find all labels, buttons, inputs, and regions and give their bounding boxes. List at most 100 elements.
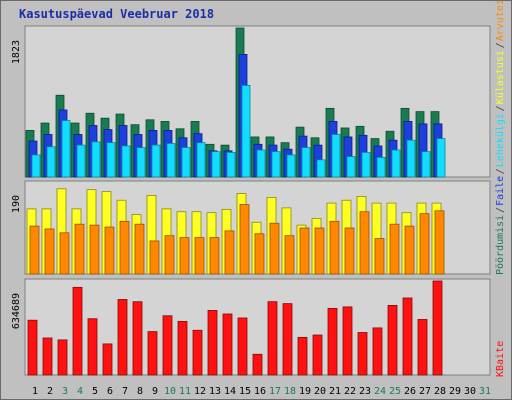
bar-visits-pages-hits-s3-day-14 bbox=[226, 152, 236, 178]
x-tick-label-23: 23 bbox=[359, 386, 371, 397]
bar-visits-pages-hits-s3-day-27 bbox=[421, 151, 431, 178]
legend-top-item-8: Arvuteid bbox=[495, 1, 506, 41]
bar-visits-pages-hits-s3-day-7 bbox=[121, 145, 131, 178]
bar-kbytes-s1-day-22 bbox=[342, 306, 353, 376]
chart-title: Kasutuspäevad Veebruar 2018 bbox=[19, 7, 215, 21]
bar-kbytes-s1-day-18 bbox=[282, 303, 293, 376]
bar-kbytes-s1-day-7 bbox=[117, 299, 128, 376]
bar-visits-hosts-s2-day-22 bbox=[344, 227, 355, 275]
x-tick-label-16: 16 bbox=[254, 386, 266, 397]
bar-kbytes-s1-day-26 bbox=[402, 297, 413, 376]
bar-kbytes-s1-day-27 bbox=[417, 319, 428, 376]
bar-visits-pages-hits-s3-day-10 bbox=[166, 143, 176, 178]
ymax-label-kbytes: 634689 bbox=[11, 293, 22, 329]
bar-kbytes-s1-day-4 bbox=[72, 286, 83, 376]
x-tick-label-8: 8 bbox=[137, 386, 143, 397]
bar-visits-pages-hits-s3-day-15 bbox=[241, 85, 251, 178]
bar-kbytes-s1-day-13 bbox=[207, 310, 218, 376]
bar-visits-pages-hits-s3-day-1 bbox=[31, 154, 41, 178]
x-tick-label-2: 2 bbox=[47, 386, 53, 397]
bar-visits-hosts-s2-day-25 bbox=[389, 223, 400, 275]
bar-visits-hosts-s2-day-6 bbox=[104, 226, 115, 275]
x-tick-label-5: 5 bbox=[92, 386, 98, 397]
x-tick-label-11: 11 bbox=[179, 386, 191, 397]
bar-kbytes-s1-day-10 bbox=[162, 315, 173, 376]
legend-top-item-6: Külastusi bbox=[495, 50, 506, 104]
bar-visits-hosts-s2-day-24 bbox=[374, 238, 385, 275]
bar-kbytes-s1-day-25 bbox=[387, 304, 398, 376]
bar-visits-pages-hits-s3-day-13 bbox=[211, 151, 221, 178]
bar-visits-pages-hits-s3-day-16 bbox=[256, 149, 266, 178]
bar-visits-hosts-s2-day-9 bbox=[149, 240, 160, 275]
legend-top-item-5: / bbox=[495, 105, 506, 111]
bar-visits-hosts-s2-day-23 bbox=[359, 211, 370, 275]
x-tick-label-30: 30 bbox=[464, 386, 476, 397]
x-tick-label-21: 21 bbox=[329, 386, 341, 397]
bar-visits-hosts-s2-day-13 bbox=[209, 237, 220, 275]
bar-visits-pages-hits-s3-day-12 bbox=[196, 142, 206, 178]
x-tick-label-17: 17 bbox=[269, 386, 281, 397]
bar-kbytes-s1-day-17 bbox=[267, 301, 278, 376]
bar-visits-pages-hits-s3-day-25 bbox=[391, 149, 401, 178]
bar-kbytes-s1-day-2 bbox=[42, 337, 53, 376]
bar-visits-hosts-s2-day-27 bbox=[419, 213, 430, 275]
bar-visits-hosts-s2-day-16 bbox=[254, 233, 265, 275]
bar-visits-hosts-s2-day-21 bbox=[329, 220, 340, 275]
bar-visits-hosts-s2-day-7 bbox=[119, 220, 130, 275]
bar-visits-hosts-s2-day-3 bbox=[59, 232, 70, 275]
x-tick-label-28: 28 bbox=[434, 386, 446, 397]
x-tick-label-12: 12 bbox=[194, 386, 206, 397]
bar-visits-hosts-s2-day-12 bbox=[194, 237, 205, 275]
bar-kbytes-s1-day-21 bbox=[327, 307, 338, 376]
x-tick-label-15: 15 bbox=[239, 386, 251, 397]
ymax-label-visits-hosts: 190 bbox=[11, 195, 22, 213]
bar-kbytes-s1-day-24 bbox=[372, 327, 383, 376]
x-tick-label-4: 4 bbox=[77, 386, 83, 397]
bar-visits-hosts-s2-day-2 bbox=[44, 228, 55, 275]
bar-visits-pages-hits-s3-day-3 bbox=[61, 120, 71, 178]
bar-visits-hosts-s2-day-14 bbox=[224, 230, 235, 275]
x-tick-label-13: 13 bbox=[209, 386, 221, 397]
bar-visits-pages-hits-s3-day-23 bbox=[361, 152, 371, 178]
bar-visits-pages-hits-s3-day-18 bbox=[286, 154, 296, 178]
bar-visits-pages-hits-s3-day-26 bbox=[406, 139, 416, 178]
bar-kbytes-s1-day-5 bbox=[87, 318, 98, 376]
x-tick-label-9: 9 bbox=[152, 386, 158, 397]
bar-visits-hosts-s2-day-8 bbox=[134, 223, 145, 275]
bar-visits-hosts-s2-day-18 bbox=[284, 235, 295, 275]
bar-visits-pages-hits-s3-day-20 bbox=[316, 159, 326, 178]
bar-kbytes-s1-day-12 bbox=[192, 329, 203, 376]
bar-visits-pages-hits-s3-day-5 bbox=[91, 141, 101, 178]
x-tick-label-6: 6 bbox=[107, 386, 113, 397]
bar-visits-pages-hits-s3-day-28 bbox=[436, 138, 446, 178]
legend-top-item-7: / bbox=[495, 42, 506, 48]
bar-kbytes-s1-day-8 bbox=[132, 301, 143, 376]
x-tick-label-22: 22 bbox=[344, 386, 356, 397]
x-tick-label-7: 7 bbox=[122, 386, 128, 397]
bar-visits-hosts-s2-day-1 bbox=[29, 225, 40, 275]
bar-visits-hosts-s2-day-28 bbox=[434, 210, 445, 275]
bar-visits-pages-hits-s3-day-9 bbox=[151, 144, 161, 178]
bar-visits-pages-hits-s3-day-22 bbox=[346, 156, 356, 178]
x-tick-label-14: 14 bbox=[224, 386, 236, 397]
bar-visits-pages-hits-s3-day-6 bbox=[106, 142, 116, 178]
bar-visits-hosts-s2-day-19 bbox=[299, 227, 310, 275]
x-tick-label-25: 25 bbox=[389, 386, 401, 397]
ymax-label-visits-pages-hits: 1823 bbox=[11, 40, 22, 64]
bar-visits-hosts-s2-day-15 bbox=[239, 204, 250, 275]
x-tick-label-3: 3 bbox=[62, 386, 68, 397]
bar-visits-pages-hits-s3-day-11 bbox=[181, 147, 191, 178]
bar-kbytes-s1-day-9 bbox=[147, 331, 158, 376]
bar-visits-pages-hits-s3-day-8 bbox=[136, 147, 146, 178]
bar-visits-hosts-s2-day-26 bbox=[404, 225, 415, 275]
bar-kbytes-s1-day-15 bbox=[237, 317, 248, 376]
x-tick-label-31: 31 bbox=[479, 386, 491, 397]
bar-kbytes-s1-day-20 bbox=[312, 334, 323, 376]
legend-top-item-3: / bbox=[495, 168, 506, 174]
bar-visits-hosts-s2-day-11 bbox=[179, 237, 190, 275]
legend-top-item-0: Pöördumisi bbox=[495, 215, 506, 275]
bar-kbytes-s1-day-3 bbox=[57, 339, 68, 376]
x-tick-label-27: 27 bbox=[419, 386, 431, 397]
bar-kbytes-s1-day-11 bbox=[177, 320, 188, 376]
